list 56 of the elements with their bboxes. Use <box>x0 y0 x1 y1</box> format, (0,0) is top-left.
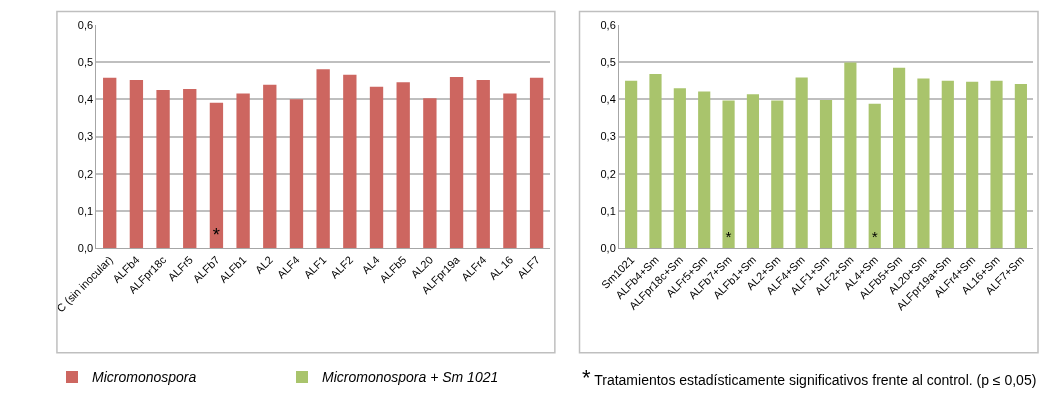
bar <box>625 80 638 248</box>
y-tick-label: 0,3 <box>600 130 616 143</box>
y-tick-label: 0,0 <box>600 241 616 254</box>
y-tick-label: 0,4 <box>600 93 616 106</box>
y-tick-label: 0,1 <box>77 204 94 217</box>
bar <box>449 77 464 248</box>
bar <box>503 93 517 248</box>
bar <box>966 81 979 248</box>
bar <box>183 88 197 248</box>
y-tick-label: 0,6 <box>600 18 616 31</box>
bar <box>1014 84 1027 248</box>
bar <box>236 93 250 248</box>
bar <box>673 88 686 248</box>
legend-label: Micromonospora <box>92 369 197 386</box>
bar <box>990 80 1003 248</box>
bar <box>649 74 662 248</box>
data-label: * <box>212 224 220 246</box>
bar <box>771 100 784 248</box>
bar <box>529 77 544 248</box>
bar <box>476 80 490 248</box>
legend-label: Micromonospora + Sm 1021 <box>322 369 499 386</box>
y-tick-label: 0,4 <box>77 93 94 106</box>
bar <box>316 69 330 248</box>
bar <box>209 102 224 248</box>
bar <box>917 78 930 248</box>
y-tick-label: 0,5 <box>77 56 94 69</box>
y-tick-label: 0,2 <box>77 167 94 180</box>
y-tick-label: 0,1 <box>600 204 616 217</box>
data-label: * <box>725 227 732 245</box>
bar <box>698 91 711 248</box>
bar <box>868 103 881 248</box>
bar <box>263 84 277 248</box>
bar <box>423 98 437 248</box>
bar <box>396 82 410 248</box>
bar <box>129 80 144 248</box>
bar <box>795 77 808 248</box>
text: * Tratamientos estadísticamente significativos frente al control. (p ≤ 0,05) <box>582 365 1037 390</box>
x-tick-label: AL 16 <box>486 253 516 283</box>
y-tick-label: 0,5 <box>600 56 616 69</box>
y-tick-label: 0,2 <box>600 167 616 180</box>
bar <box>369 86 384 248</box>
y-tick-label: 0,3 <box>77 130 94 143</box>
bar <box>289 99 304 248</box>
bar <box>722 100 735 248</box>
bar <box>343 74 357 248</box>
bar <box>893 67 906 248</box>
data-label: * <box>871 227 878 245</box>
bar <box>103 77 117 248</box>
bar <box>156 90 170 248</box>
bar <box>941 80 954 248</box>
bar <box>819 100 833 248</box>
y-tick-label: 0,0 <box>77 241 94 254</box>
x-tick-label: AL2 <box>252 253 276 276</box>
y-tick-label: 0,6 <box>77 18 94 31</box>
bar <box>746 94 760 248</box>
bar <box>844 62 857 248</box>
